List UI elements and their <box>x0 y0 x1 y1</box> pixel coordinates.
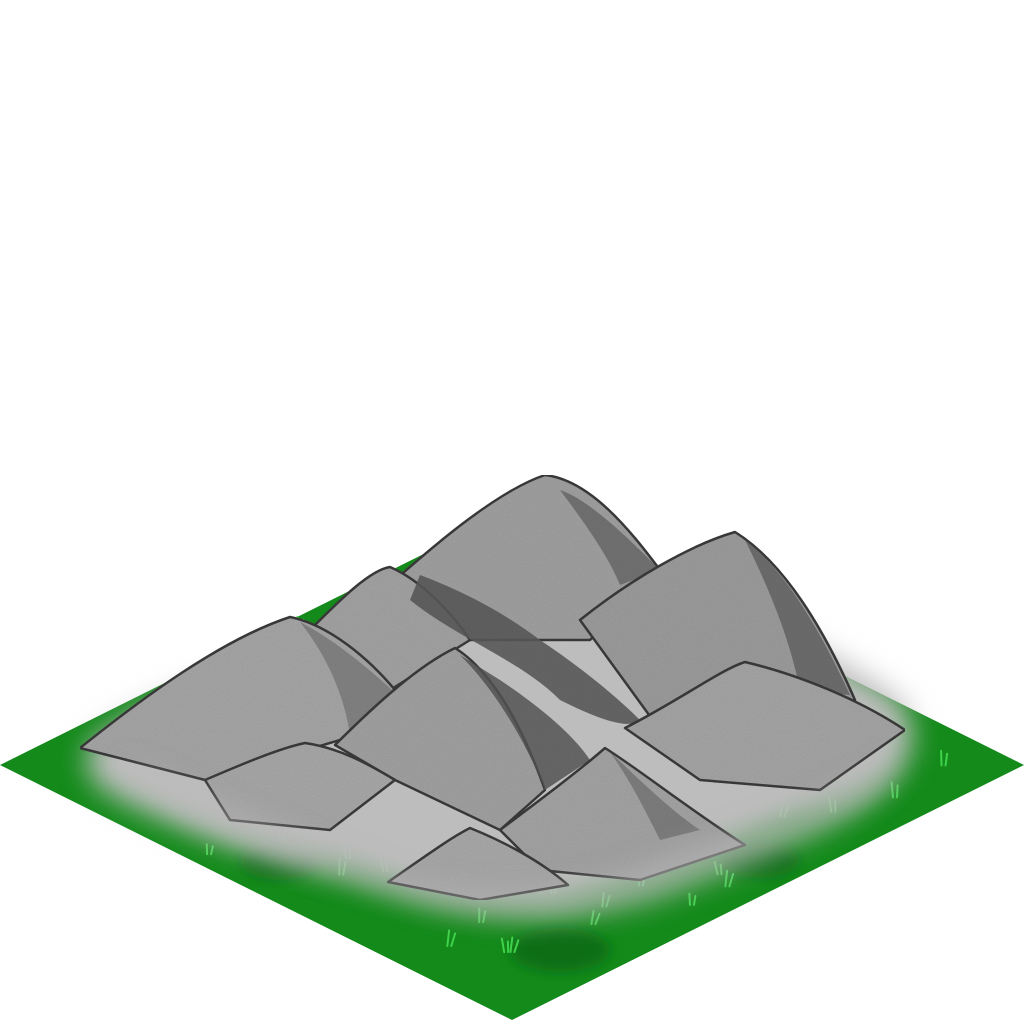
mountain-shadow-back <box>560 490 660 585</box>
mountain-ridge-front-left <box>203 741 397 832</box>
valley-shadow <box>410 575 640 724</box>
mountain-mound-right <box>623 660 907 792</box>
grass-blade <box>500 937 510 954</box>
grass-blade <box>890 781 899 799</box>
grass-blade <box>940 749 949 767</box>
grass-dark-patch <box>510 928 610 972</box>
mountain-range <box>78 473 907 902</box>
mountain-peak-front-small <box>386 826 570 902</box>
front-mist <box>120 760 900 919</box>
mountain-peak-left <box>78 615 397 782</box>
mountain-shadow-left <box>300 622 392 735</box>
mountain-shadow-right <box>745 540 850 695</box>
grass-blade <box>688 892 697 906</box>
mountain-peak-front <box>498 746 747 882</box>
mountain-shadow-center <box>460 655 590 790</box>
mountain-shadow-front <box>610 752 700 840</box>
grass-blade <box>509 936 520 954</box>
grass-blade <box>205 843 214 856</box>
grass-blade <box>446 929 457 948</box>
